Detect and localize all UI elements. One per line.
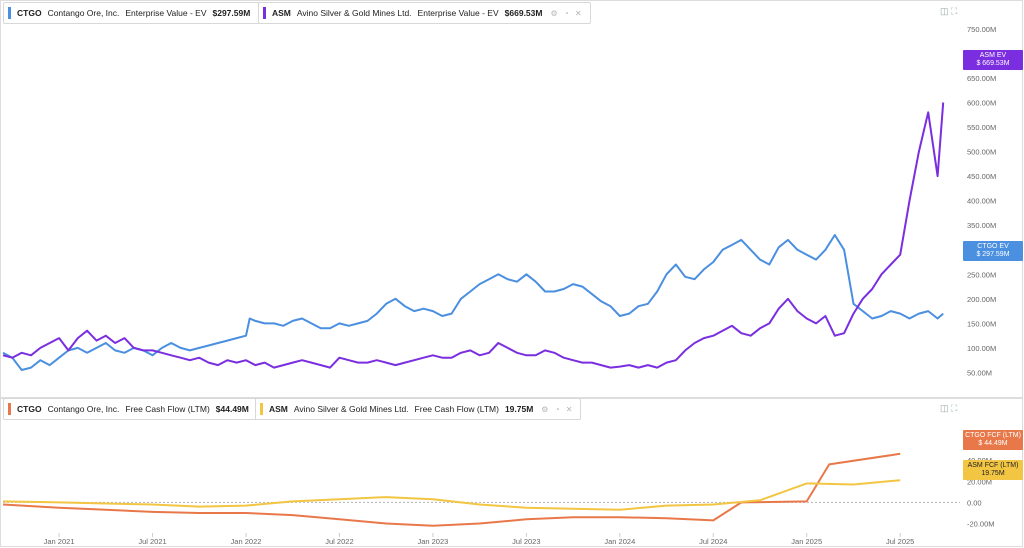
asm-ev-value-tag: ASM EV $ 669.53M: [963, 50, 1023, 70]
legend-metric: Enterprise Value - EV: [125, 8, 207, 18]
y-tick-label: 250.00M: [967, 270, 996, 279]
ctgo-fcf-swatch: [8, 403, 11, 415]
series-asm_ev-line: [2, 102, 945, 369]
y-tick-label: 500.00M: [967, 148, 996, 157]
legend-value: $297.59M: [212, 8, 251, 18]
expand-icon[interactable]: ◫ ⛶: [940, 403, 958, 413]
bottom-panel-frame: [0, 398, 1023, 547]
series-ctgo_ev-line: [2, 234, 944, 371]
y-tick-label: 450.00M: [967, 172, 996, 181]
x-tick-label: Jan 2023: [417, 537, 448, 546]
y-tick-label: -20.00M: [967, 520, 995, 529]
y-tick-label: 650.00M: [967, 74, 996, 83]
legend-company: Contango Ore, Inc.: [47, 404, 120, 414]
legend-value: $669.53M: [504, 8, 543, 18]
tag-label: CTGO EV: [977, 243, 1009, 250]
tag-value: $ 297.59M: [976, 251, 1010, 258]
legend-controls-icons[interactable]: ⚙ ◔ ✕: [550, 8, 584, 18]
tag-label: ASM FCF (LTM): [967, 462, 1019, 469]
y-tick-label: 150.00M: [967, 319, 996, 328]
tag-label: CTGO FCF (LTM): [965, 432, 1021, 439]
asm-fcf-swatch: [260, 403, 263, 415]
x-tick-label: Jul 2023: [512, 537, 540, 546]
legend-asm-fcf[interactable]: ASM Avino Silver & Gold Mines Ltd. Free …: [255, 398, 582, 420]
series-asm_fcf-line: [2, 479, 901, 511]
ctgo-fcf-value-tag: CTGO FCF (LTM) $ 44.49M: [963, 430, 1023, 450]
top-panel-frame: [0, 0, 1023, 398]
tag-value: 19.75M: [981, 470, 1005, 477]
series-lines: [2, 102, 945, 527]
legend-company: Avino Silver & Gold Mines Ltd.: [296, 8, 412, 18]
ctgo-ev-value-tag: CTGO EV $ 297.59M: [963, 241, 1023, 261]
tag-value: $ 44.49M: [978, 440, 1008, 447]
y-tick-label: 400.00M: [967, 197, 996, 206]
legend-metric: Free Cash Flow (LTM): [414, 404, 499, 414]
x-tick-label: Jan 2025: [791, 537, 822, 546]
tag-label: ASM EV: [979, 52, 1007, 59]
y-tick-label: 100.00M: [967, 344, 996, 353]
legend-company: Avino Silver & Gold Mines Ltd.: [293, 404, 409, 414]
expand-icon[interactable]: ◫ ⛶: [940, 6, 958, 16]
ctgo-ev-swatch: [8, 7, 11, 19]
y-tick-label: 50.00M: [967, 368, 992, 377]
legend-value: 19.75M: [504, 404, 534, 414]
legend-ticker: CTGO: [17, 8, 42, 18]
legend-ticker: ASM: [272, 8, 291, 18]
legend-ctgo-fcf[interactable]: CTGO Contango Ore, Inc. Free Cash Flow (…: [3, 398, 298, 420]
asm-fcf-value-tag: ASM FCF (LTM) 19.75M: [963, 460, 1023, 480]
tag-value: $ 669.53M: [976, 60, 1010, 67]
x-tick-label: Jan 2022: [231, 537, 262, 546]
y-tick-label: 200.00M: [967, 295, 996, 304]
legend-controls-icons[interactable]: ⚙ ◔ ✕: [541, 404, 575, 414]
legend-ticker: CTGO: [17, 404, 42, 414]
x-tick-label: Jan 2024: [604, 537, 635, 546]
y-tick-label: 600.00M: [967, 99, 996, 108]
y-tick-label: 550.00M: [967, 123, 996, 132]
legend-ticker: ASM: [269, 404, 288, 414]
legend-company: Contango Ore, Inc.: [47, 8, 120, 18]
legend-asm-ev[interactable]: ASM Avino Silver & Gold Mines Ltd. Enter…: [258, 2, 591, 24]
x-tick-label: Jul 2024: [699, 537, 727, 546]
legend-value: $44.49M: [215, 404, 249, 414]
y-tick-label: 750.00M: [967, 25, 996, 34]
x-tick-label: Jul 2025: [886, 537, 914, 546]
y-tick-label: 350.00M: [967, 221, 996, 230]
y-tick-label: 0.00: [967, 498, 982, 507]
x-tick-label: Jul 2022: [325, 537, 353, 546]
axes: 50.00M100.00M150.00M200.00M250.00M300.00…: [44, 25, 997, 546]
y-tick-label: 20.00M: [967, 477, 992, 486]
series-ctgo_fcf-line: [2, 452, 901, 527]
asm-ev-swatch: [263, 7, 266, 19]
legend-ctgo-ev[interactable]: CTGO Contango Ore, Inc. Enterprise Value…: [3, 2, 299, 24]
legend-metric: Free Cash Flow (LTM): [125, 404, 210, 414]
x-tick-label: Jan 2021: [44, 537, 75, 546]
x-tick-label: Jul 2021: [138, 537, 166, 546]
legend-metric: Enterprise Value - EV: [417, 8, 499, 18]
